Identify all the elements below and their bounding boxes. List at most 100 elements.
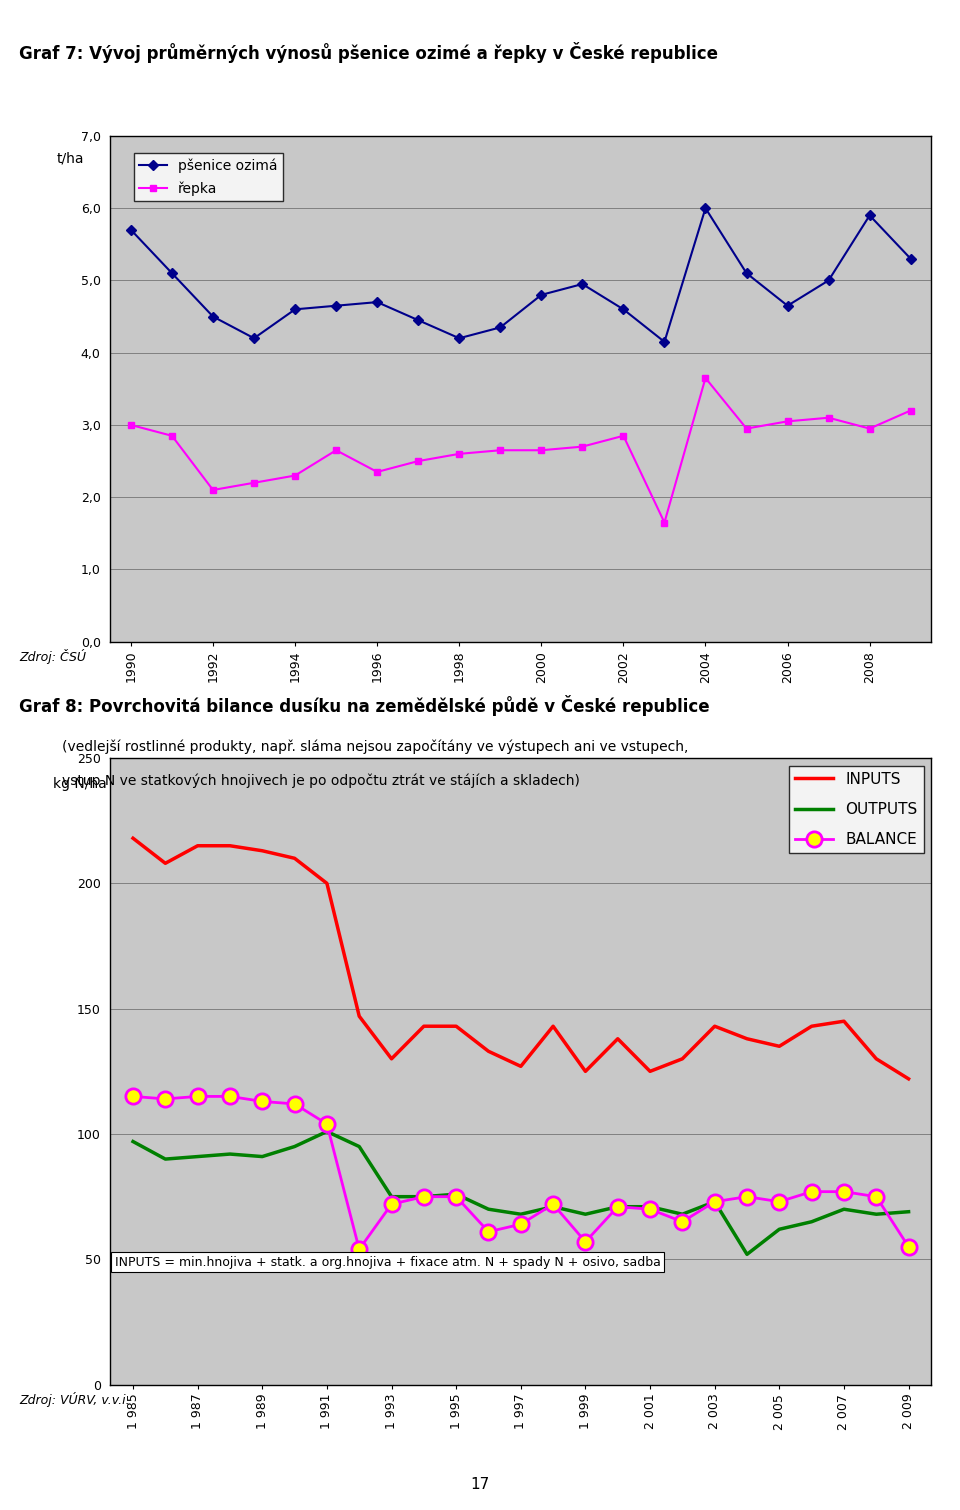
Text: t/ha: t/ha (57, 151, 84, 165)
OUTPUTS (353, 1137, 365, 1155)
OUTPUTS (225, 1145, 236, 1163)
OUTPUTS (580, 1205, 591, 1223)
OUTPUTS (289, 1137, 300, 1155)
pšenice ozimá (494, 319, 506, 337)
BALANCE (612, 1197, 623, 1216)
OUTPUTS (871, 1205, 882, 1223)
INPUTS (741, 1030, 753, 1048)
pšenice ozimá (249, 329, 260, 347)
BALANCE (805, 1182, 817, 1200)
pšenice ozimá (700, 199, 711, 217)
OUTPUTS (386, 1187, 397, 1205)
pšenice ozimá (659, 332, 670, 350)
OUTPUTS (644, 1197, 656, 1216)
pšenice ozimá (617, 300, 629, 319)
OUTPUTS (708, 1193, 720, 1211)
BALANCE (644, 1200, 656, 1219)
pšenice ozimá (823, 272, 834, 290)
BALANCE (871, 1187, 882, 1205)
BALANCE (516, 1216, 527, 1234)
řepka (413, 451, 424, 470)
OUTPUTS (322, 1122, 333, 1140)
BALANCE (128, 1087, 139, 1105)
Text: (vedlejší rostlinné produkty, např. sláma nejsou započítány ve výstupech ani ve : (vedlejší rostlinné produkty, např. slám… (62, 740, 688, 755)
BALANCE (774, 1193, 785, 1211)
Text: INPUTS = min.hnojiva + statk. a org.hnojiva + fixace atm. N + spady N + osivo, s: INPUTS = min.hnojiva + statk. a org.hnoj… (114, 1256, 660, 1268)
pšenice ozimá (207, 308, 219, 326)
OUTPUTS (838, 1200, 850, 1219)
Line: OUTPUTS: OUTPUTS (133, 1131, 908, 1255)
INPUTS (159, 855, 171, 873)
OUTPUTS (256, 1148, 268, 1166)
řepka (372, 464, 383, 482)
OUTPUTS (547, 1197, 559, 1216)
BALANCE (450, 1187, 462, 1205)
řepka (659, 513, 670, 532)
pšenice ozimá (781, 296, 793, 314)
BALANCE (322, 1114, 333, 1132)
OUTPUTS (516, 1205, 527, 1223)
OUTPUTS (774, 1220, 785, 1238)
řepka (700, 368, 711, 387)
řepka (577, 438, 588, 456)
BALANCE (483, 1223, 494, 1241)
INPUTS (419, 1018, 430, 1036)
řepka (905, 402, 917, 420)
BALANCE (225, 1087, 236, 1105)
pšenice ozimá (289, 300, 300, 319)
OUTPUTS (612, 1197, 623, 1216)
INPUTS (774, 1037, 785, 1055)
Legend: pšenice ozimá, řepka: pšenice ozimá, řepka (133, 153, 283, 201)
OUTPUTS (128, 1132, 139, 1151)
Text: Graf 8: Povrchovitá bilance dusíku na zemědělské půdě v České republice: Graf 8: Povrchovitá bilance dusíku na ze… (19, 695, 709, 716)
INPUTS (192, 837, 204, 855)
INPUTS (386, 1049, 397, 1068)
pšenice ozimá (413, 311, 424, 329)
pšenice ozimá (905, 249, 917, 267)
BALANCE (353, 1240, 365, 1258)
BALANCE (741, 1187, 753, 1205)
řepka (166, 427, 178, 445)
BALANCE (256, 1092, 268, 1110)
INPUTS (580, 1063, 591, 1081)
BALANCE (580, 1232, 591, 1250)
Text: 17: 17 (470, 1477, 490, 1492)
Text: Zdroj: ČSÚ: Zdroj: ČSÚ (19, 649, 86, 664)
INPUTS (483, 1042, 494, 1060)
řepka (617, 427, 629, 445)
řepka (249, 474, 260, 492)
INPUTS (902, 1069, 914, 1087)
řepka (330, 441, 342, 459)
OUTPUTS (450, 1185, 462, 1203)
OUTPUTS (483, 1200, 494, 1219)
pšenice ozimá (453, 329, 465, 347)
OUTPUTS (741, 1246, 753, 1264)
řepka (781, 412, 793, 430)
INPUTS (805, 1018, 817, 1036)
OUTPUTS (192, 1148, 204, 1166)
INPUTS (871, 1049, 882, 1068)
INPUTS (677, 1049, 688, 1068)
BALANCE (677, 1213, 688, 1231)
pšenice ozimá (166, 264, 178, 282)
řepka (494, 441, 506, 459)
INPUTS (256, 841, 268, 859)
OUTPUTS (159, 1151, 171, 1169)
INPUTS (708, 1018, 720, 1036)
řepka (289, 467, 300, 485)
řepka (125, 415, 136, 433)
OUTPUTS (805, 1213, 817, 1231)
OUTPUTS (902, 1202, 914, 1220)
Line: pšenice ozimá: pšenice ozimá (128, 205, 914, 346)
řepka (864, 420, 876, 438)
Text: Graf 7: Vývoj průměrných výnosů pšenice ozimé a řepky v České republice: Graf 7: Vývoj průměrných výnosů pšenice … (19, 42, 718, 63)
Text: kg N/ha: kg N/ha (53, 776, 107, 791)
Line: INPUTS: INPUTS (133, 838, 908, 1078)
pšenice ozimá (741, 264, 753, 282)
INPUTS (644, 1063, 656, 1081)
BALANCE (547, 1194, 559, 1213)
pšenice ozimá (372, 293, 383, 311)
řepka (823, 409, 834, 427)
INPUTS (322, 874, 333, 892)
INPUTS (547, 1018, 559, 1036)
